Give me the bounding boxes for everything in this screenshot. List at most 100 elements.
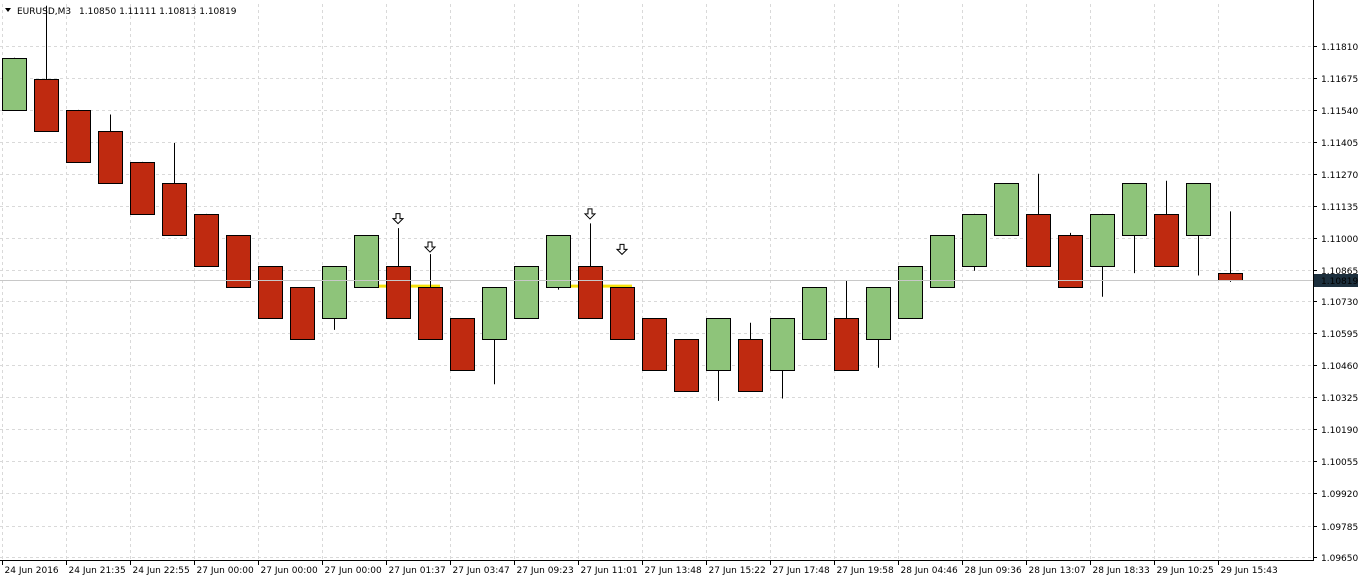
down-arrow-icon [615,243,629,256]
candles [2,5,1243,401]
time-tick-label: 27 Jun 00:00 [261,566,318,576]
candle-body-bull [354,235,379,288]
candle-body-bull [770,318,795,371]
candle-body-bull [994,183,1019,236]
ohlc-values: 1.10850 1.11111 1.10813 1.10819 [79,7,237,17]
price-tick-label: 1.10460 [1321,362,1358,372]
candle [674,339,699,392]
price-tick-label: 1.10865 [1321,267,1358,277]
candle-body-bear [130,162,155,215]
price-axis: 1.09650 1.09785 1.09920 1.10055 1.10190 1.103… [1313,43,1358,564]
candle [258,265,283,319]
candle [194,213,219,267]
candle [66,109,91,163]
signal-arrows [391,208,629,256]
candle [2,57,27,111]
time-tick-label: 27 Jun 03:47 [453,566,510,576]
current-price-label: 1.10819 [1321,277,1358,287]
price-tick-label: 1.11000 [1321,235,1358,245]
candle [98,114,123,184]
candle [482,287,507,385]
candle-body-bull [322,266,347,319]
candle-body-bear [194,214,219,267]
time-tick-label: 27 Jun 09:23 [517,566,574,576]
candle-body-bear [738,339,763,392]
candle-body-bear [674,339,699,392]
candle-body-bull [930,235,955,288]
time-tick-label: 27 Jun 11:01 [581,566,638,576]
candle-body-bull [514,266,539,319]
candle [290,287,315,340]
candle [738,322,763,392]
candle [1026,173,1051,267]
candle-body-bear [418,287,443,340]
candle-body-bear [610,287,635,340]
down-arrow-icon [583,208,597,220]
candle-body-bull [1186,183,1211,236]
candle-body-bear [1218,273,1243,281]
candle-body-bull [866,287,891,340]
candle-body-bear [226,235,251,288]
candle [354,235,379,288]
candle-body-bear [642,318,667,371]
candle [546,235,571,290]
candle [834,280,859,371]
candle [930,235,955,288]
candle [1154,180,1179,267]
price-tick-label: 1.09650 [1321,554,1358,564]
time-axis: 24 Jun 2016 24 Jun 21:35 24 Jun 22:55 27 Ju… [2,560,1278,576]
current-price-box [1314,274,1358,287]
candle-body-bear [98,131,123,184]
candle [162,142,187,236]
candle [1090,213,1115,297]
candle-body-bear [578,266,603,319]
candle [770,318,795,399]
candle-body-bull [1090,214,1115,267]
time-tick-label: 27 Jun 00:00 [325,566,382,576]
candle-body-bear [450,318,475,371]
candle [706,318,731,401]
current-price-tag: 1.10819 [0,274,1358,287]
grid [0,4,1313,560]
candle-body-bull [546,235,571,288]
price-tick-label: 1.11135 [1321,203,1358,213]
price-tick-label: 1.11675 [1321,75,1358,85]
candle-body-bear [834,318,859,371]
time-tick-label: 24 Jun 2016 [5,566,59,576]
candle [1218,211,1243,282]
price-tick-label: 1.11540 [1321,107,1358,117]
candle-body-bear [1154,214,1179,267]
time-tick-label: 24 Jun 22:55 [133,566,190,576]
candle [1122,183,1147,274]
candle [898,265,923,319]
candle-body-bull [1122,183,1147,236]
down-arrow-icon [423,241,437,253]
candle [386,228,411,319]
candle [226,235,251,288]
candle [130,161,155,215]
time-tick-label: 29 Jun 10:25 [1157,566,1214,576]
down-arrow-icon [391,213,405,225]
candle [1058,232,1083,288]
candle [578,223,603,319]
candle [514,265,539,319]
candle-body-bear [162,183,187,236]
candle [994,183,1019,236]
price-tick-label: 1.11405 [1321,139,1358,149]
price-tick-label: 1.09785 [1321,523,1358,533]
candle-body-bear [290,287,315,340]
price-tick-label: 1.10190 [1321,426,1358,436]
price-tick-label: 1.10325 [1321,394,1358,404]
time-tick-label: 27 Jun 13:48 [645,566,702,576]
candle-body-bear [386,266,411,319]
candle [450,318,475,371]
candle [962,213,987,271]
time-tick-label: 27 Jun 19:58 [837,566,894,576]
price-tick-label: 1.10595 [1321,330,1358,340]
candle-body-bull [802,287,827,340]
candle-body-bear [258,266,283,319]
triangle-down-icon[interactable] [5,8,11,12]
candle-body-bear [1026,214,1051,267]
price-tick-label: 1.10730 [1321,298,1358,308]
